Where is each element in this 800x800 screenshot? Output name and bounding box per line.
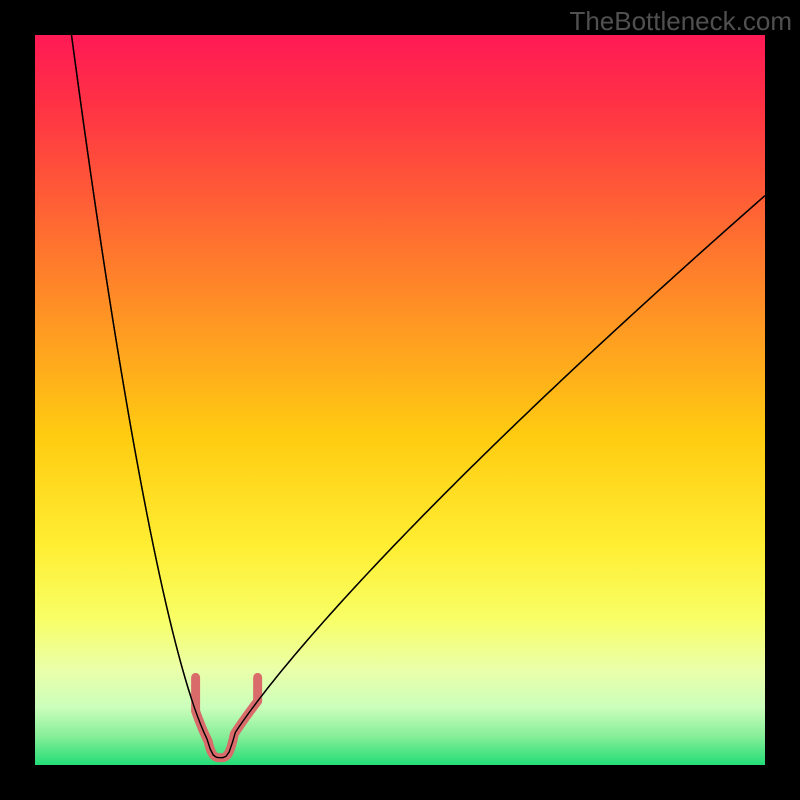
gradient-background bbox=[35, 35, 765, 765]
chart-root: TheBottleneck.com bbox=[0, 0, 800, 800]
watermark-text: TheBottleneck.com bbox=[569, 6, 792, 37]
plot-svg bbox=[35, 35, 765, 765]
